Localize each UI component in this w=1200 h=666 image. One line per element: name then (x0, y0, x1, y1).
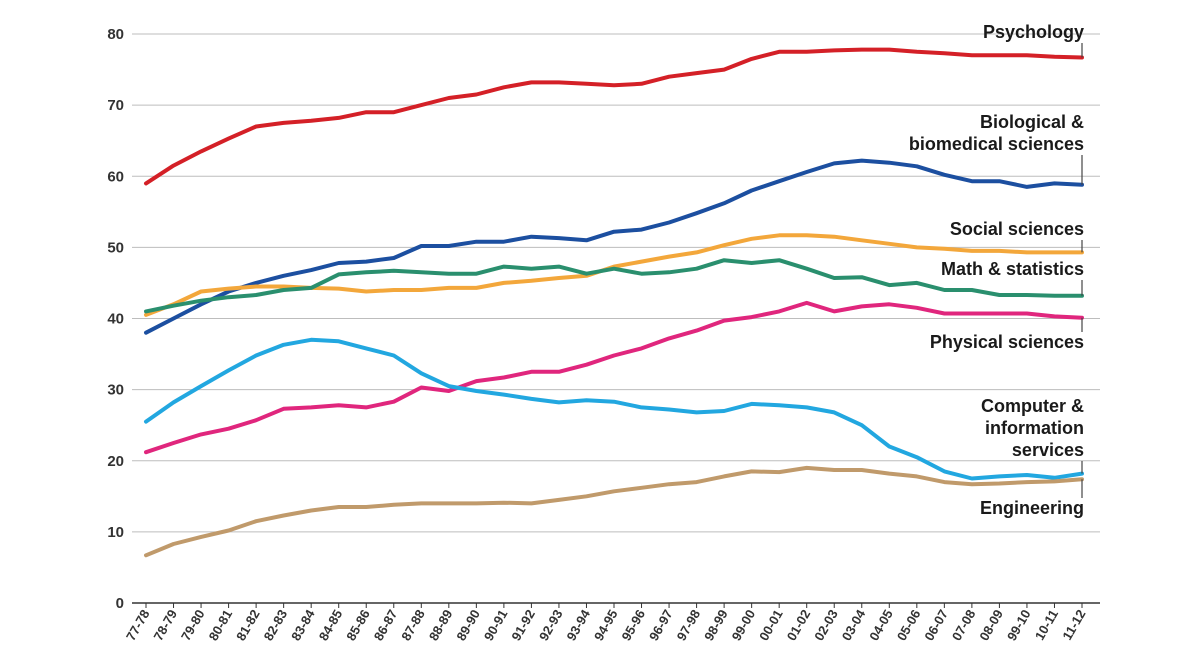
x-tick-label: 08-09 (976, 607, 1006, 643)
x-tick-label: 82-83 (261, 607, 291, 643)
series-lines (144, 47, 1084, 558)
x-tick-label: 80-81 (206, 607, 236, 643)
y-axis-tick-labels: 0 10 20 30 40 50 60 70 80 (107, 26, 124, 612)
x-tick-label: 95-96 (619, 607, 649, 643)
series-label-math-statistics: Math & statistics (941, 259, 1084, 279)
x-tick-label: 03-04 (839, 606, 869, 643)
x-tick-label: 10-11 (1032, 607, 1061, 643)
series-label-biological-biomedical-sciences: Biological & biomedical sciences (909, 112, 1084, 154)
y-tick-label: 20 (107, 453, 124, 470)
x-tick-label: 02-03 (811, 607, 841, 643)
series-line-engineering (144, 465, 1084, 558)
x-tick-label: 92-93 (536, 607, 566, 643)
y-tick-label: 30 (107, 382, 124, 399)
x-tick-label: 97-98 (674, 607, 704, 643)
x-tick-label: 99-10 (1004, 607, 1034, 643)
series-labels: Psychology Biological & biomedical science… (909, 22, 1084, 518)
y-tick-label: 40 (107, 311, 124, 328)
x-tick-label: 79-80 (178, 607, 208, 643)
series-line-psychology (144, 47, 1084, 186)
x-tick-label: 77-78 (123, 607, 153, 643)
y-tick-label: 10 (107, 524, 124, 541)
y-tick-label: 0 (116, 595, 124, 612)
series-label-psychology: Psychology (983, 22, 1084, 42)
x-tick-label: 06-07 (921, 607, 951, 643)
y-tick-label: 60 (107, 168, 124, 185)
y-tick-label: 50 (107, 239, 124, 256)
x-tick-label: 81-82 (233, 607, 263, 643)
x-tick-label: 05-06 (894, 607, 924, 643)
x-tick-label: 11-12 (1059, 607, 1088, 643)
y-tick-label: 70 (107, 97, 124, 114)
x-tick-label: 84-85 (316, 607, 346, 643)
x-tick-label: 89-90 (453, 607, 483, 643)
y-tick-label: 80 (107, 26, 124, 43)
x-tick-label: 04-05 (866, 607, 896, 643)
x-tick-label: 98-99 (701, 607, 731, 643)
x-tick-label: 83-84 (288, 606, 318, 643)
x-tick-label: 00-01 (756, 607, 786, 643)
x-tick-label: 88-89 (426, 607, 456, 643)
x-tick-label: 78-79 (151, 607, 181, 643)
series-label-engineering: Engineering (980, 498, 1084, 518)
x-tick-label: 99-00 (729, 607, 759, 643)
series-line-biological-biomedical-sciences (144, 158, 1084, 335)
x-tick-label: 96-97 (646, 607, 676, 643)
x-tick-label: 90-91 (481, 607, 511, 643)
x-tick-label: 91-92 (508, 607, 538, 643)
x-tick-label: 01-02 (784, 607, 814, 643)
series-line-math-statistics (144, 258, 1084, 314)
series-label-physical-sciences: Physical sciences (930, 332, 1084, 352)
gridlines (132, 33, 1100, 533)
series-label-computer-information-services: Computer & information services (981, 396, 1084, 460)
x-tick-label: 94-95 (591, 607, 621, 643)
x-tick-label: 86-87 (371, 607, 401, 643)
x-tick-label: 07-08 (949, 607, 979, 643)
x-tick-label: 85-86 (343, 607, 373, 643)
x-tick-label: 93-94 (563, 606, 593, 643)
series-line-computer-information-services (144, 337, 1084, 481)
x-axis-tick-labels: 77-7878-7979-8080-8181-8282-8383-8484-85… (123, 603, 1089, 643)
series-label-social-sciences: Social sciences (950, 219, 1084, 239)
series-line-physical-sciences (144, 300, 1084, 455)
x-tick-label: 87-88 (398, 607, 428, 643)
